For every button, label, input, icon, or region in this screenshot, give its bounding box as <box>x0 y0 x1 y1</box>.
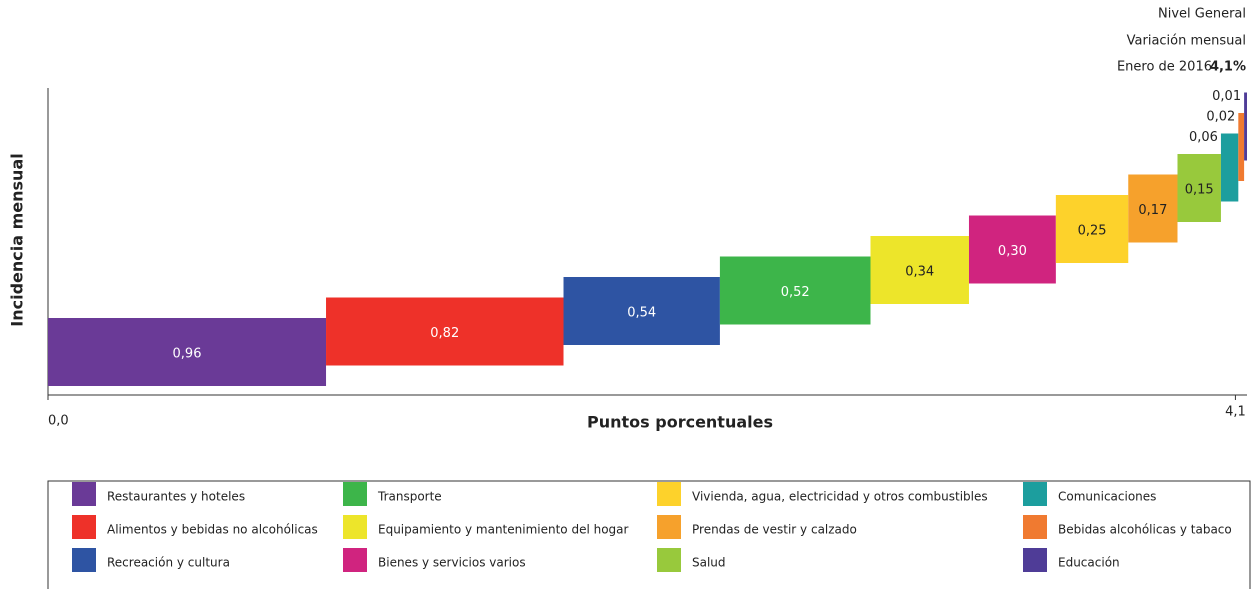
value-label: 0,01 <box>1212 89 1241 104</box>
legend-label: Recreación y cultura <box>107 556 230 570</box>
legend-swatch <box>1023 515 1047 539</box>
x-tick-label: 0,0 <box>48 414 69 429</box>
value-label: 0,52 <box>781 285 810 300</box>
value-label: 0,25 <box>1078 224 1107 239</box>
header-line: Nivel General <box>1158 7 1246 22</box>
legend-swatch <box>343 548 367 572</box>
legend-swatch <box>72 482 96 506</box>
bar <box>1238 113 1245 181</box>
total-label: 4,1% <box>1210 60 1246 75</box>
bar <box>1055 195 1129 263</box>
legend-label: Bienes y servicios varios <box>378 556 526 570</box>
legend-label: Bebidas alcohólicas y tabaco <box>1058 523 1232 537</box>
y-axis-title: Incidencia mensual <box>8 153 27 326</box>
header-line: Variación mensual <box>1127 34 1246 49</box>
bar <box>563 277 720 345</box>
legend-label: Transporte <box>377 490 442 504</box>
value-label: 0,54 <box>627 306 656 321</box>
x-axis-title: Puntos porcentuales <box>587 413 773 432</box>
legend-box <box>47 480 1251 589</box>
legend-swatch <box>657 548 681 572</box>
value-label: 0,34 <box>905 265 934 280</box>
legend-swatch <box>72 515 96 539</box>
x-tick-label: 4,1 <box>1225 405 1246 420</box>
value-label: 0,82 <box>430 326 459 341</box>
legend-swatch <box>1023 482 1047 506</box>
value-label: 0,17 <box>1138 203 1167 218</box>
legend-label: Comunicaciones <box>1058 490 1156 504</box>
bar <box>968 215 1056 284</box>
bar <box>1220 133 1239 202</box>
legend-swatch <box>72 548 96 572</box>
value-label: 0,96 <box>173 347 202 362</box>
legend-label: Prendas de vestir y calzado <box>692 523 857 537</box>
value-label: 0,02 <box>1206 110 1235 125</box>
legend-label: Equipamiento y mantenimiento del hogar <box>378 523 629 537</box>
bar <box>326 297 564 366</box>
bar <box>1128 174 1178 243</box>
legend-swatch <box>343 482 367 506</box>
value-label: 0,30 <box>998 244 1027 259</box>
legend-label: Educación <box>1058 556 1120 570</box>
bar <box>719 256 871 325</box>
legend-label: Vivienda, agua, electricidad y otros com… <box>692 490 988 504</box>
legend-label: Restaurantes y hoteles <box>107 490 245 504</box>
bar <box>1244 92 1247 161</box>
legend-label: Salud <box>692 556 726 570</box>
legend-swatch <box>1023 548 1047 572</box>
legend-swatch <box>657 482 681 506</box>
value-label: 0,15 <box>1185 183 1214 198</box>
bar <box>48 318 327 386</box>
legend-swatch <box>657 515 681 539</box>
legend-swatch <box>343 515 367 539</box>
legend-label: Alimentos y bebidas no alcohólicas <box>107 523 318 537</box>
bar <box>1177 154 1221 222</box>
header-line: Enero de 2016 <box>1117 60 1212 75</box>
bar <box>870 236 969 304</box>
value-label: 0,06 <box>1189 130 1218 145</box>
